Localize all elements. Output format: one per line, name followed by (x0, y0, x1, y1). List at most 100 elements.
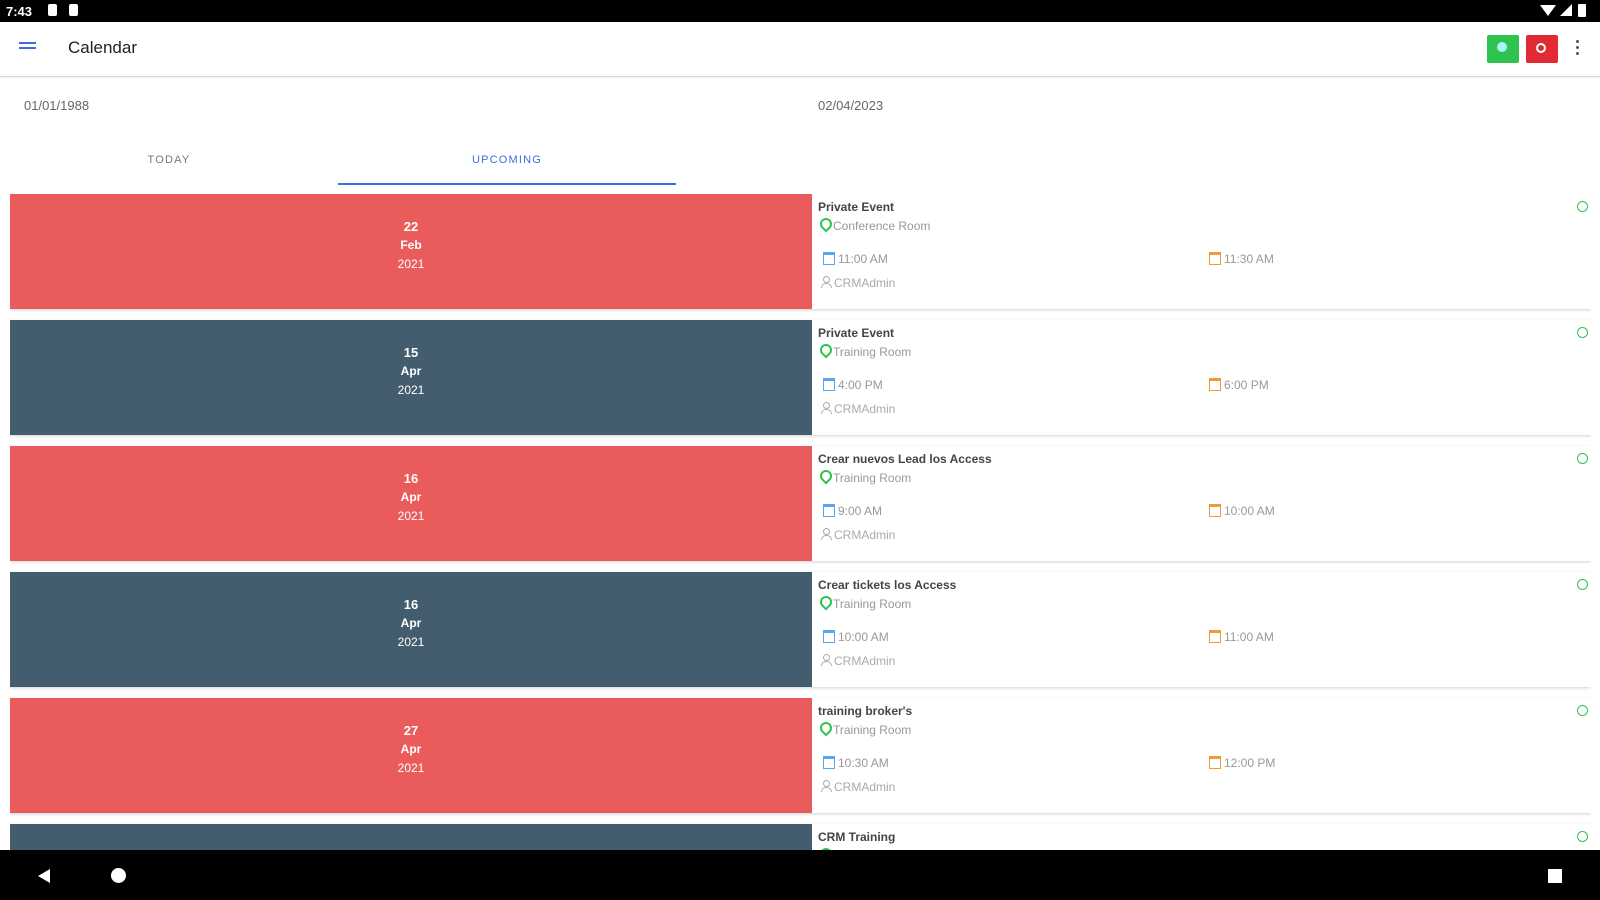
location-icon (817, 467, 835, 485)
calendar-icon (823, 378, 835, 391)
navigation-bar (0, 850, 1600, 900)
event-month: Apr (400, 616, 422, 630)
battery-icon (1578, 4, 1586, 17)
status-icon (1577, 831, 1588, 842)
calendar-icon (823, 252, 835, 265)
search-button[interactable] (1487, 35, 1519, 63)
tab-upcoming-label: UPCOMING (471, 154, 543, 166)
calendar-end-icon (1209, 252, 1221, 265)
status-bar: 7:43 (0, 0, 1600, 22)
status-icon (1577, 327, 1588, 338)
event-start-time: 4:00 PM (838, 378, 883, 392)
end-date-field[interactable]: 02/04/2023 (818, 98, 884, 113)
event-title: Private Event (818, 326, 895, 340)
notification-icon (69, 4, 78, 16)
start-date-field[interactable]: 01/01/1988 (24, 98, 90, 113)
recents-icon[interactable] (1548, 869, 1562, 883)
more-vert-icon[interactable] (1576, 40, 1580, 60)
event-start-time: 9:00 AM (838, 504, 883, 518)
event-title: training broker's (818, 704, 913, 718)
event-day: 16 (403, 471, 419, 486)
event-title: Crear nuevos Lead los Access (818, 452, 992, 466)
event-year: 2021 (397, 383, 425, 397)
page-title: Calendar (68, 38, 137, 57)
search-icon (1497, 42, 1507, 52)
event-year: 2021 (397, 509, 425, 523)
location-icon (817, 719, 835, 737)
event-location: Training Room (833, 471, 912, 485)
event-end-time: 12:00 PM (1224, 756, 1276, 770)
event-month: Apr (400, 364, 422, 378)
calendar-end-icon (1209, 378, 1221, 391)
event-location: Training Room (833, 723, 912, 737)
event-location: Training Room (833, 597, 912, 611)
event-title: Crear tickets los Access (818, 578, 957, 592)
event-user: CRMAdmin (834, 402, 896, 416)
event-month: Apr (400, 490, 422, 504)
event-end-time: 11:00 AM (1224, 630, 1274, 644)
event-card[interactable]: 15 Apr 2021 Private Event Training Room 4:00 … (10, 320, 1591, 435)
event-date-block: 16 Apr 2021 (10, 446, 812, 561)
event-card[interactable]: 16 Apr 2021 Crear nuevos Lead los Access Tra… (10, 446, 1591, 561)
event-list[interactable]: 22 Feb 2021 Private Event Conference Room 11:… (10, 194, 1591, 850)
calendar-end-icon (1209, 630, 1221, 643)
calendar-end-icon (1209, 756, 1221, 769)
cancel-button[interactable] (1526, 35, 1558, 63)
user-icon (821, 654, 832, 666)
user-icon (821, 528, 832, 540)
event-user: CRMAdmin (834, 654, 896, 668)
back-icon[interactable] (38, 869, 50, 883)
event-title: Private Event (818, 200, 895, 214)
sd-card-icon (48, 4, 57, 16)
event-user: CRMAdmin (834, 780, 896, 794)
calendar-icon (823, 504, 835, 517)
event-day: 16 (403, 597, 419, 612)
event-card[interactable]: 27 Apr 2021 training broker's Training Room 1… (10, 698, 1591, 813)
user-icon (821, 780, 832, 792)
event-card[interactable]: 16 Apr 2021 Crear tickets los Access Trainin… (10, 572, 1591, 687)
home-icon[interactable] (111, 868, 126, 883)
status-time: 7:43 (6, 4, 33, 19)
status-icon (1577, 453, 1588, 464)
location-icon (817, 215, 835, 233)
location-icon (817, 593, 835, 611)
user-icon (821, 402, 832, 414)
event-date-block: 15 Apr 2021 (10, 320, 812, 435)
event-day: 22 (403, 219, 419, 234)
event-date-block: 22 Feb 2021 (10, 194, 812, 309)
event-location: Training Room (833, 345, 912, 359)
signal-icon (1560, 4, 1572, 16)
event-date-block: 16 Apr 2021 (10, 572, 812, 687)
event-year: 2021 (397, 635, 425, 649)
calendar-icon (823, 630, 835, 643)
app-bar: Calendar (0, 22, 1600, 77)
event-location: Conference Room (833, 219, 931, 233)
event-month: Feb (400, 238, 422, 252)
menu-icon[interactable] (19, 42, 36, 54)
event-day: 15 (403, 345, 419, 360)
event-start-time: 11:00 AM (838, 252, 888, 266)
event-start-time: 10:00 AM (838, 630, 889, 644)
event-card[interactable]: CRM Training (10, 824, 1591, 850)
calendar-end-icon (1209, 504, 1221, 517)
user-icon (821, 276, 832, 288)
event-month: Apr (400, 742, 422, 756)
event-year: 2021 (397, 761, 425, 775)
event-date-block: 27 Apr 2021 (10, 698, 812, 813)
tab-today-label: TODAY (147, 154, 191, 166)
calendar-icon (823, 756, 835, 769)
event-start-time: 10:30 AM (838, 756, 889, 770)
event-user: CRMAdmin (834, 276, 896, 290)
event-year: 2021 (397, 257, 425, 271)
event-card[interactable]: 22 Feb 2021 Private Event Conference Room 11:… (10, 194, 1591, 309)
event-end-time: 10:00 AM (1224, 504, 1275, 518)
tab-upcoming[interactable]: UPCOMING (338, 147, 676, 185)
cancel-icon (1536, 43, 1546, 53)
status-icon (1577, 201, 1588, 212)
event-date-block (10, 824, 812, 850)
wifi-icon (1540, 5, 1556, 16)
event-user: CRMAdmin (834, 528, 896, 542)
status-icon (1577, 705, 1588, 716)
tab-today[interactable]: TODAY (0, 147, 338, 185)
event-day: 27 (403, 723, 419, 738)
